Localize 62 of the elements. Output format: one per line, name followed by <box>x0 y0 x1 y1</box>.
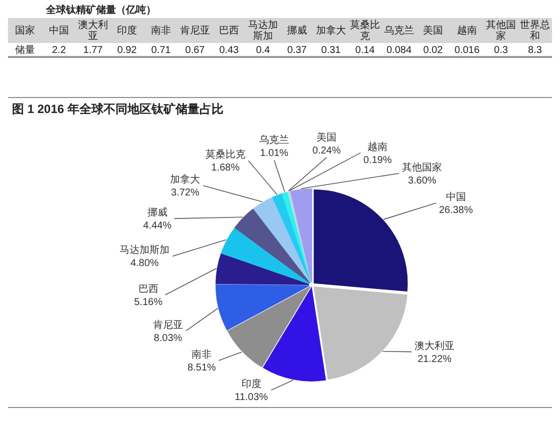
data-label: 1.77 <box>83 45 104 56</box>
category-label: 挪威 <box>287 24 307 36</box>
data-label: 4.44% <box>143 220 172 232</box>
text: 国家 <box>15 24 35 36</box>
data-label: 0.24% <box>312 145 341 156</box>
data-label: 26.38% <box>438 205 473 216</box>
category-label: 马达加斯加 <box>248 19 278 42</box>
text: 全球钛精矿储量（亿吨） <box>45 4 156 16</box>
slice-label: 澳大利亚 <box>414 340 455 352</box>
category-label: 印度 <box>117 24 137 36</box>
data-label: 5.16% <box>134 296 163 308</box>
data-label: 3.60% <box>408 175 436 186</box>
category-label: 南非 <box>151 24 171 36</box>
data-label: 0.37 <box>287 45 308 56</box>
slice-label: 巴西 <box>138 284 158 295</box>
slice-label: 美国 <box>316 131 337 144</box>
slice-label: 马达加斯加 <box>120 244 170 256</box>
slice-label: 越南 <box>368 140 388 153</box>
category-label: 肯尼亚 <box>180 24 210 36</box>
category-label: 中国 <box>49 24 69 36</box>
category-label: 巴西 <box>219 26 239 36</box>
category-label: 乌克兰 <box>384 24 414 36</box>
data-label: 1.01% <box>260 148 288 160</box>
data-label: 0.4 <box>256 45 270 56</box>
slice-label: 肯尼亚 <box>152 318 183 331</box>
data-label: 8.51% <box>188 362 216 374</box>
slice-label: 乌克兰 <box>259 134 290 146</box>
data-label: 0.92 <box>117 45 138 56</box>
data-label: 0.31 <box>321 45 342 56</box>
data-label: 4.80% <box>130 258 159 270</box>
slice-label: 南非 <box>192 348 212 361</box>
category-label: 加拿大 <box>316 24 346 36</box>
data-label: 0.43 <box>219 45 240 56</box>
data-label: 0.67 <box>185 45 206 56</box>
slice-label: 莫桑比克 <box>205 148 246 161</box>
slice-label: 其他国家 <box>402 161 442 174</box>
chart-title: 图 1 2016 年全球不同地区钛矿储量占比 <box>12 102 224 116</box>
category-label: 世界总和 <box>520 19 550 42</box>
slice-label: 印度 <box>241 378 262 390</box>
data-label: 8.3 <box>528 45 542 56</box>
data-label: 0.016 <box>454 45 480 56</box>
data-label: 0.14 <box>355 45 376 56</box>
data-label: 0.71 <box>151 45 172 56</box>
data-label: 21.22% <box>418 354 452 365</box>
slice-label: 加拿大 <box>170 174 200 186</box>
category-label: 美国 <box>423 24 443 36</box>
slice-label: 挪威 <box>147 206 168 219</box>
data-label: 8.03% <box>154 332 182 344</box>
data-label: 1.68% <box>211 162 240 174</box>
data-label: 3.72% <box>171 188 200 199</box>
data-label: 0.19% <box>363 154 392 166</box>
data-label: 0.3 <box>494 45 508 56</box>
text: 储量 <box>15 44 35 56</box>
data-label: 11.03% <box>234 392 268 404</box>
data-label: 0.02 <box>423 45 444 56</box>
data-label: 0.084 <box>386 45 412 56</box>
category-label: 其他国家 <box>486 19 516 42</box>
data-label: 2.2 <box>52 45 66 56</box>
slice-label: 中国 <box>446 191 466 204</box>
category-label: 澳大利亚 <box>78 19 108 42</box>
category-label: 越南 <box>457 24 477 36</box>
category-label: 莫桑比克 <box>350 19 380 42</box>
